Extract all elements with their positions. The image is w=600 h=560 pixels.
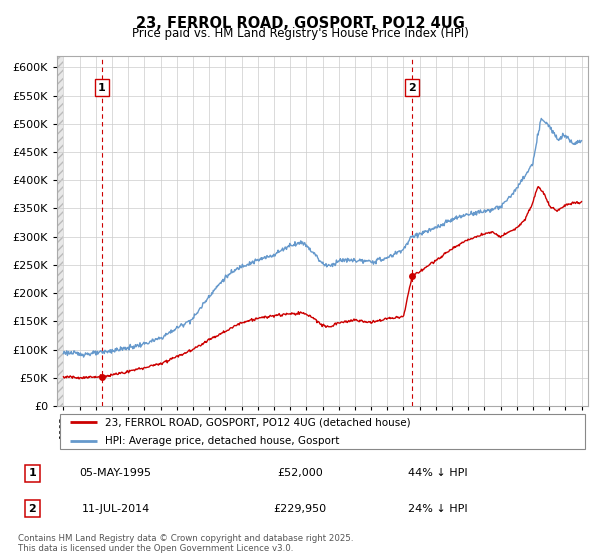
Text: 2: 2 xyxy=(408,82,416,92)
Text: £229,950: £229,950 xyxy=(274,504,326,514)
Text: 1: 1 xyxy=(28,468,36,478)
Text: 2: 2 xyxy=(28,504,36,514)
Text: 24% ↓ HPI: 24% ↓ HPI xyxy=(409,504,468,514)
Text: Price paid vs. HM Land Registry's House Price Index (HPI): Price paid vs. HM Land Registry's House … xyxy=(131,27,469,40)
Text: Contains HM Land Registry data © Crown copyright and database right 2025.
This d: Contains HM Land Registry data © Crown c… xyxy=(18,534,353,553)
Text: 11-JUL-2014: 11-JUL-2014 xyxy=(82,504,150,514)
Text: 23, FERROL ROAD, GOSPORT, PO12 4UG: 23, FERROL ROAD, GOSPORT, PO12 4UG xyxy=(136,16,464,31)
Polygon shape xyxy=(57,56,64,406)
Text: 23, FERROL ROAD, GOSPORT, PO12 4UG (detached house): 23, FERROL ROAD, GOSPORT, PO12 4UG (deta… xyxy=(105,417,410,427)
Text: 1: 1 xyxy=(98,82,106,92)
Text: £52,000: £52,000 xyxy=(277,468,323,478)
FancyBboxPatch shape xyxy=(59,414,586,449)
Text: HPI: Average price, detached house, Gosport: HPI: Average price, detached house, Gosp… xyxy=(105,436,339,446)
Text: 05-MAY-1995: 05-MAY-1995 xyxy=(80,468,152,478)
Text: 44% ↓ HPI: 44% ↓ HPI xyxy=(409,468,468,478)
